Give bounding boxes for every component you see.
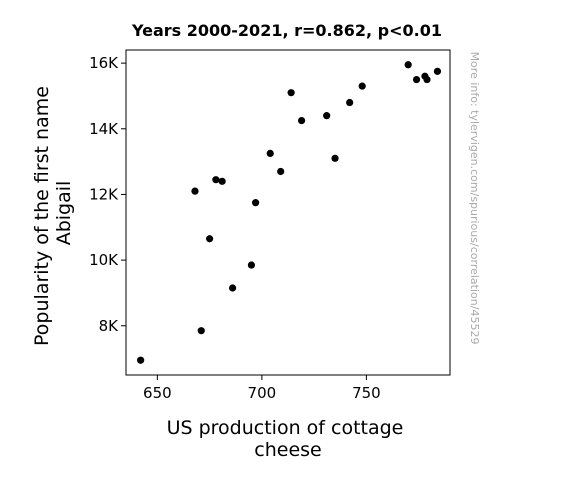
- data-point: [323, 112, 331, 120]
- data-point: [229, 284, 237, 292]
- data-point: [412, 75, 421, 84]
- data-point: [277, 167, 285, 176]
- y-axis-label-line-1: Popularity of the first name: [31, 86, 53, 346]
- svg-text:Popularity of the first name: Popularity of the first name Abigail: [31, 80, 75, 346]
- x-axis-label-line-2: cheese: [254, 439, 321, 461]
- watermark: More info: tylervigen.com/spurious/corre…: [468, 52, 481, 345]
- data-point: [297, 116, 306, 125]
- y-axis-ticks: 8K 10K 12K 14K 16K: [89, 54, 126, 335]
- plot-area: 650 700 750 8K 10K 12K 14K 16K: [89, 49, 451, 402]
- data-point: [206, 235, 214, 243]
- data-point: [218, 177, 226, 185]
- y-tick-label: 10K: [89, 251, 119, 269]
- data-point: [247, 261, 256, 269]
- y-axis-label: Popularity of the first name Abigail: [31, 80, 75, 346]
- plot-frame: [125, 49, 451, 376]
- data-point: [287, 89, 295, 97]
- data-point: [433, 67, 442, 75]
- data-point: [137, 356, 145, 364]
- data-point: [266, 149, 274, 158]
- y-tick-label: 8K: [99, 317, 120, 335]
- x-axis-ticks: 650 700 750: [143, 375, 381, 402]
- data-point: [212, 176, 220, 184]
- x-axis-label-line-1: US production of cottage: [167, 417, 404, 439]
- y-axis-label-line-2: Abigail: [53, 181, 75, 246]
- data-point: [346, 98, 354, 107]
- x-tick-label: 750: [352, 384, 381, 402]
- data-point: [252, 199, 260, 207]
- y-tick-label: 14K: [89, 120, 119, 138]
- data-points: [137, 61, 442, 364]
- data-point: [404, 61, 412, 69]
- chart-title: Years 2000-2021, r=0.862, p<0.01: [131, 21, 442, 40]
- x-tick-label: 650: [143, 384, 172, 402]
- data-point: [358, 82, 366, 90]
- y-tick-label: 12K: [89, 185, 119, 203]
- data-point: [191, 187, 199, 195]
- data-point: [197, 327, 205, 335]
- data-point: [331, 154, 339, 162]
- y-tick-label: 16K: [89, 54, 119, 72]
- x-axis-label: US production of cottage cheese: [167, 417, 410, 461]
- x-tick-label: 700: [248, 384, 277, 402]
- data-point: [423, 75, 431, 84]
- svg-text:More info: tylervigen.com/spur: More info: tylervigen.com/spurious/corre…: [468, 52, 481, 345]
